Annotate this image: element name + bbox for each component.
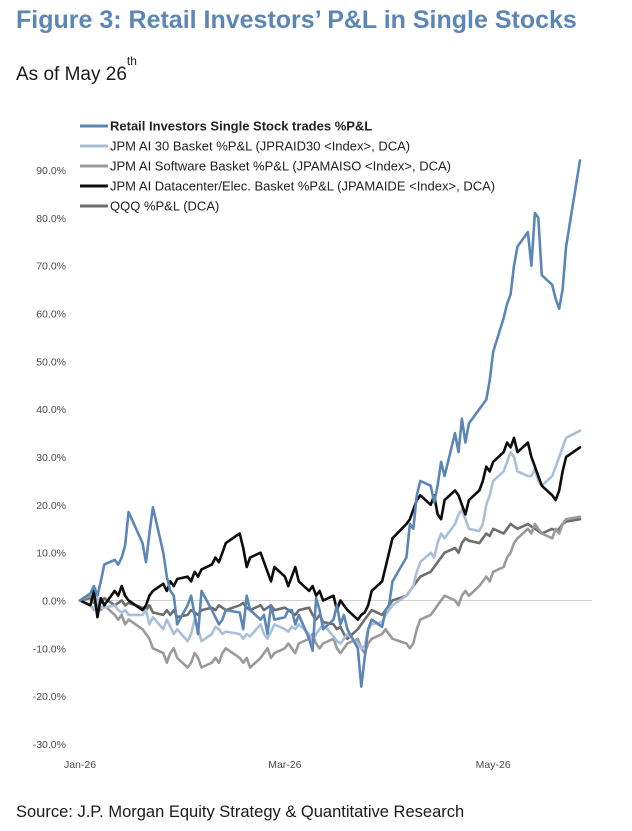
source-note: Source: J.P. Morgan Equity Strategy & Qu… — [16, 803, 465, 821]
y-tick-label: 40.0% — [36, 404, 66, 416]
y-tick-label: 90.0% — [36, 165, 66, 177]
legend-label: Retail Investors Single Stock trades %P&… — [110, 119, 372, 134]
subtitle-text: As of May 26 — [16, 64, 127, 85]
legend: Retail Investors Single Stock trades %P&… — [80, 119, 495, 214]
y-tick-label: -30.0% — [33, 739, 66, 751]
y-tick-label: -20.0% — [33, 691, 66, 703]
legend-label: QQQ %P&L (DCA) — [110, 199, 219, 214]
series-line-1 — [78, 429, 582, 650]
legend-label: JPM AI 30 Basket %P&L (JPRAID30 <Index>,… — [110, 139, 410, 154]
y-tick-label: 80.0% — [36, 213, 66, 225]
series-line-4 — [78, 517, 582, 641]
line-chart: -30.0% -20.0% -10.0% 0.0% 10.0% 20.0% 30.0% 40.… — [33, 119, 592, 771]
y-tick-label: 70.0% — [36, 261, 66, 273]
x-tick-label: Mar-26 — [268, 759, 301, 771]
y-tick-label: 20.0% — [36, 500, 66, 512]
legend-label: JPM AI Software Basket %P&L (JPAMAISO <I… — [110, 159, 451, 174]
axis-layer: -30.0% -20.0% -10.0% 0.0% 10.0% 20.0% 30.0% 40.… — [33, 165, 592, 771]
x-tick-label: Jan-26 — [64, 759, 96, 771]
y-tick-label: 0.0% — [42, 596, 66, 608]
x-tick-label: May-26 — [476, 759, 511, 771]
y-tick-label: 50.0% — [36, 356, 66, 368]
y-tick-label: 60.0% — [36, 309, 66, 321]
series-line-0 — [78, 159, 582, 688]
series-layer — [78, 159, 582, 688]
legend-label: JPM AI Datacenter/Elec. Basket %P&L (JPA… — [110, 179, 495, 194]
figure-title: Figure 3: Retail Investors’ P&L in Singl… — [16, 6, 577, 34]
y-tick-label: 10.0% — [36, 548, 66, 560]
y-tick-label: -10.0% — [33, 643, 66, 655]
y-tick-label: 30.0% — [36, 452, 66, 464]
subtitle-superscript: th — [126, 54, 137, 68]
subtitle: As of May 26th — [16, 54, 137, 86]
series-line-2 — [78, 515, 582, 669]
series-line-3 — [78, 436, 582, 621]
